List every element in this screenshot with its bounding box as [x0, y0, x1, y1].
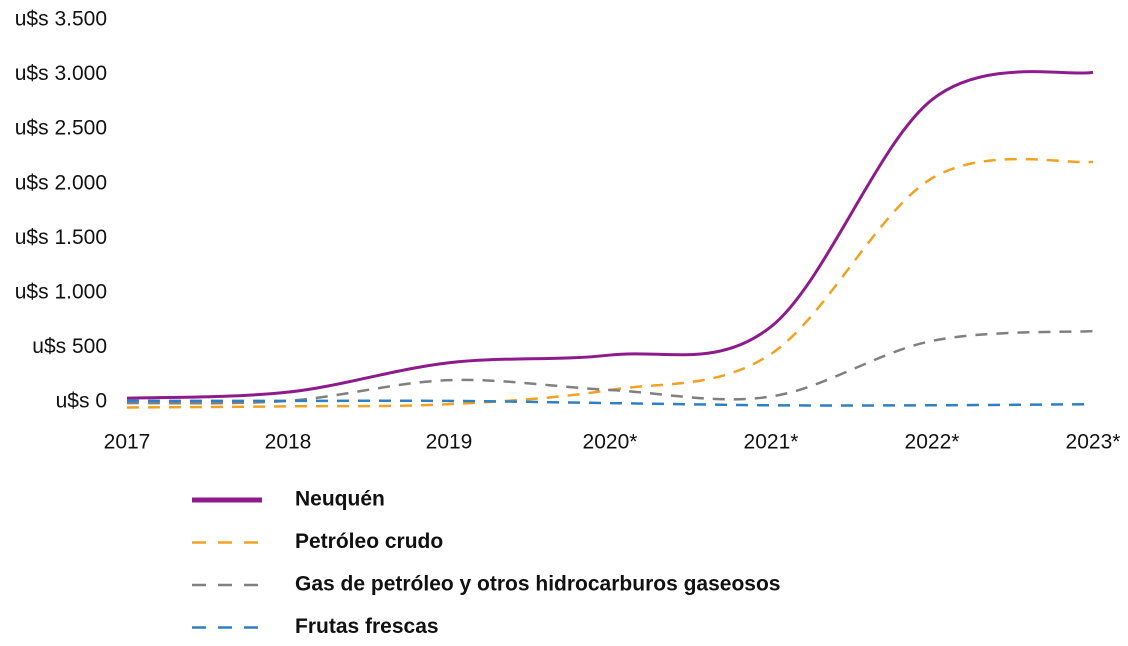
legend-label: Neuquén [295, 488, 385, 511]
y-tick-label: u$s 3.500 [15, 8, 107, 31]
x-tick-label: 2018 [265, 431, 312, 454]
x-tick-label: 2019 [426, 431, 473, 454]
x-tick-label: 2017 [104, 431, 151, 454]
legend-label: Gas de petróleo y otros hidrocarburos ga… [295, 573, 780, 596]
y-tick-label: u$s 0 [56, 390, 107, 413]
y-tick-label: u$s 3.000 [15, 62, 107, 85]
legend-label: Petróleo crudo [295, 530, 443, 553]
x-tick-label: 2023* [1066, 431, 1121, 454]
x-tick-label: 2022* [905, 431, 960, 454]
legend-label: Frutas frescas [295, 615, 439, 638]
series-line [126, 70, 1094, 400]
y-tick-label: u$s 1.000 [15, 280, 107, 303]
x-tick-label: 2020* [583, 431, 638, 454]
series-line [126, 329, 1094, 405]
x-tick-label: 2021* [744, 431, 799, 454]
y-tick-label: u$s 1.500 [15, 226, 107, 249]
series-line [126, 157, 1094, 409]
y-tick-label: u$s 2.000 [15, 171, 107, 194]
y-tick-label: u$s 2.500 [15, 117, 107, 140]
y-tick-label: u$s 500 [32, 335, 107, 358]
series-line [127, 399, 1094, 407]
